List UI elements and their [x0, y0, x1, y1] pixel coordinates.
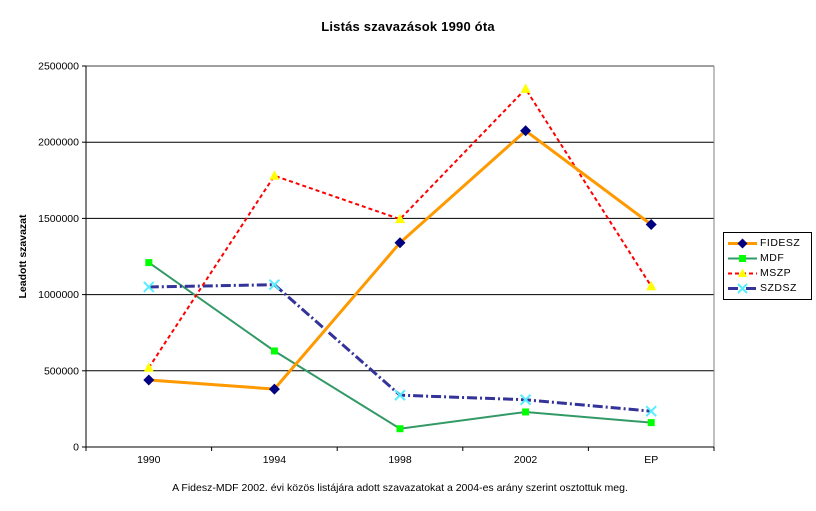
fidesz-line-marker-icon [728, 238, 757, 249]
legend-label-fidesz: FIDESZ [760, 237, 801, 249]
legend-item-szdsz: SZDSZ [726, 281, 811, 296]
y-axis-title: Leadott szavazat [17, 214, 29, 299]
axis-labels: 0 500000 1000000 1500000 2000000 2500000 1990 1… [38, 61, 658, 467]
axes [82, 65, 715, 451]
y-tick-label: 500000 [44, 365, 79, 377]
series-MSZP [143, 83, 657, 372]
y-tick-label: 1000000 [38, 289, 79, 301]
y-tick-label: 0 [73, 442, 79, 454]
x-tick-label: 1994 [263, 454, 287, 466]
legend-item-mdf: MDF [726, 251, 811, 266]
mszp-line-marker-icon [728, 268, 757, 277]
x-tick-label: 1990 [137, 454, 161, 466]
mdf-line-marker-icon [728, 255, 757, 262]
y-tick-label: 2500000 [38, 61, 79, 73]
legend-item-mszp: MSZP [726, 266, 811, 281]
legend-label-mszp: MSZP [760, 267, 792, 279]
legend-label-mdf: MDF [760, 252, 785, 264]
series-MDF [145, 259, 655, 433]
series-FIDESZ [143, 125, 657, 395]
legend: FIDESZ MDF MSZP SZDSZ [723, 232, 812, 300]
gridlines [86, 141, 714, 372]
x-tick-label: EP [644, 454, 658, 466]
y-tick-label: 2000000 [38, 137, 79, 149]
chart-title: Listás szavazások 1990 óta [321, 19, 495, 34]
chart-footnote: A Fidesz-MDF 2002. évi közös listájára a… [172, 482, 628, 494]
legend-label-szdsz: SZDSZ [760, 282, 797, 294]
x-tick-label: 2002 [514, 454, 538, 466]
series-SZDSZ [143, 278, 657, 417]
szdsz-line-marker-icon [728, 283, 757, 294]
y-tick-label: 1500000 [38, 213, 79, 225]
legend-item-fidesz: FIDESZ [726, 236, 811, 251]
x-tick-label: 1998 [388, 454, 412, 466]
